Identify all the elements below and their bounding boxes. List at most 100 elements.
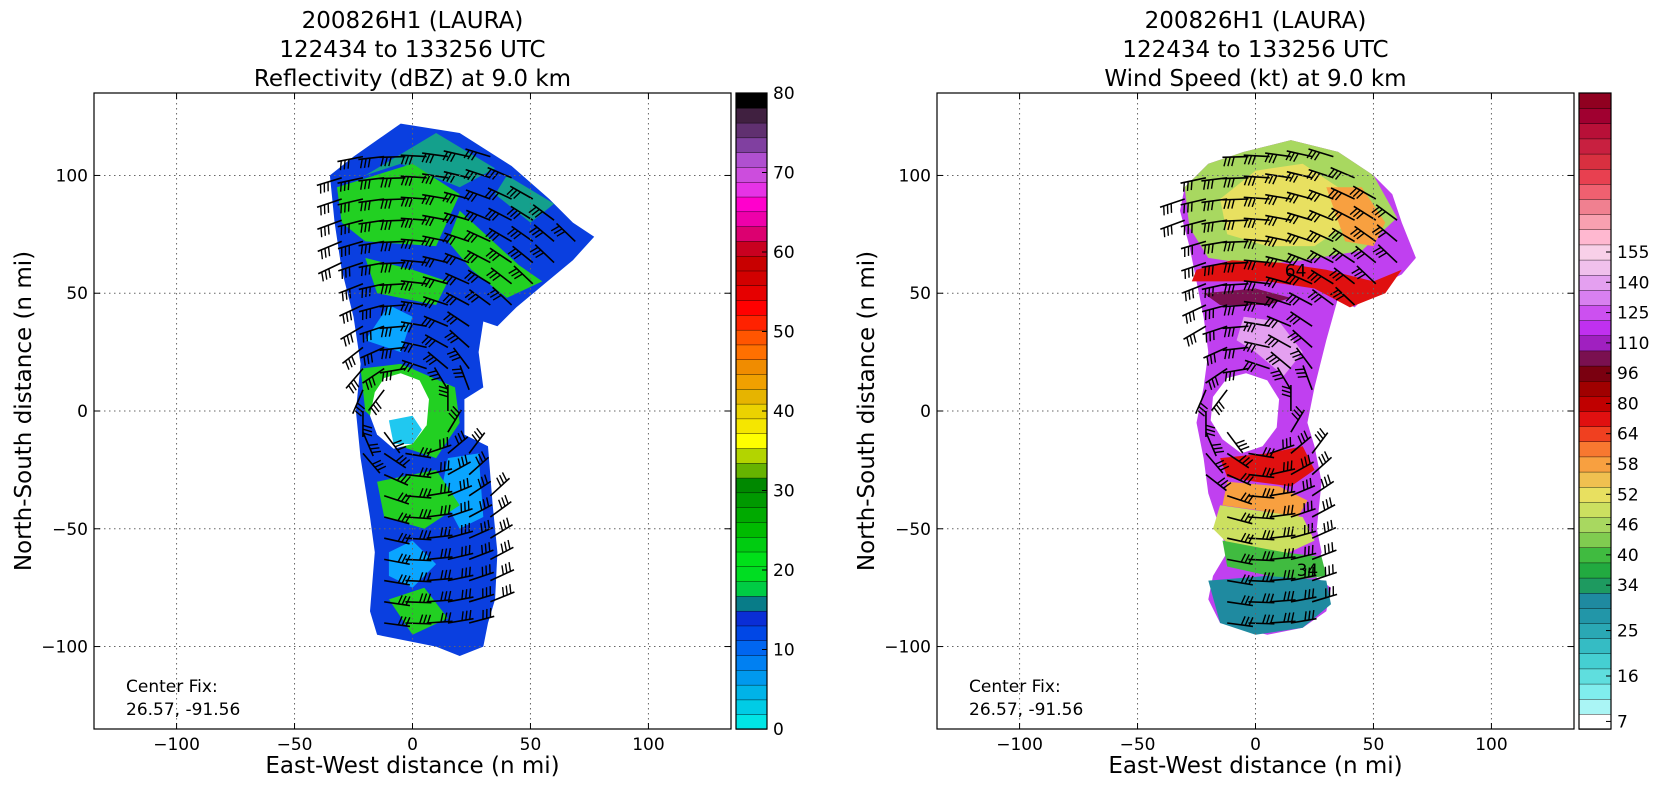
barb-staff xyxy=(367,389,385,412)
barb-flag xyxy=(479,500,483,511)
barb-flag xyxy=(404,197,410,207)
barb-flag xyxy=(1240,595,1246,605)
colorbar-swatch xyxy=(735,462,768,479)
barb-flag xyxy=(1192,310,1196,321)
barb-flag xyxy=(1306,170,1313,179)
barb-staff xyxy=(1227,537,1253,545)
barb-flag xyxy=(481,544,484,555)
colorbar-tick-label: 80 xyxy=(773,84,795,104)
field-patch xyxy=(1236,316,1303,376)
barb-flag xyxy=(1246,362,1253,371)
barb-flag xyxy=(384,241,388,252)
barb-flag xyxy=(1288,255,1296,265)
barb-flag xyxy=(447,526,451,536)
barb-flag xyxy=(380,327,385,338)
barb-staff xyxy=(444,232,470,243)
barb-staff xyxy=(444,252,470,264)
barb-flag xyxy=(1292,236,1300,245)
barb-flag xyxy=(388,327,392,337)
barb-flag xyxy=(1268,195,1274,205)
colorbar-swatch xyxy=(1578,153,1612,170)
barb-flag xyxy=(1281,393,1292,398)
barb-flag xyxy=(349,333,354,343)
barb-flag xyxy=(513,191,521,199)
barb-flag xyxy=(425,174,431,184)
barb-flag xyxy=(349,310,353,321)
barb-staff xyxy=(384,579,410,586)
barb-staff xyxy=(533,224,555,243)
barb-flag xyxy=(400,239,406,249)
barb-flag xyxy=(399,361,407,370)
barb-flag xyxy=(1282,462,1285,472)
barb-staff xyxy=(400,321,427,327)
barb-flag xyxy=(388,348,392,359)
barb-flag xyxy=(1268,153,1274,163)
barb-flag xyxy=(440,527,444,537)
barb-staff xyxy=(317,219,343,230)
barb-flag xyxy=(388,156,392,167)
barb-flag xyxy=(404,302,410,312)
colorbar-swatch xyxy=(735,521,768,538)
barb-staff xyxy=(488,207,512,221)
barb-flag xyxy=(1231,263,1235,273)
barb-flag xyxy=(1287,569,1291,580)
barb-staff xyxy=(317,240,343,253)
barb-flag xyxy=(1375,249,1385,256)
barb-flag xyxy=(1377,211,1386,218)
colorbar-swatch xyxy=(735,566,768,582)
barb-flag xyxy=(400,301,406,311)
barb-flag xyxy=(1250,363,1257,373)
colorbar-swatch xyxy=(735,551,768,568)
barb-staff xyxy=(1205,452,1224,474)
barb-staff xyxy=(1376,224,1398,243)
barb-flag xyxy=(1163,227,1166,238)
barb-flag xyxy=(1265,593,1271,603)
barb-staff xyxy=(426,577,453,582)
barb-flag xyxy=(385,371,389,381)
barb-flag xyxy=(429,175,435,185)
field-patch xyxy=(365,133,496,188)
colorbar-swatch xyxy=(735,640,768,656)
barb-flag xyxy=(368,378,373,388)
barb-flag xyxy=(463,231,471,240)
barb-flag xyxy=(467,253,475,262)
barb-flag xyxy=(1293,409,1301,418)
barb-staff xyxy=(1227,579,1253,586)
barb-flag xyxy=(1318,456,1324,466)
barb-staff xyxy=(351,389,364,415)
barb-flag xyxy=(1264,257,1270,266)
barb-flag xyxy=(492,294,502,301)
barb-flag xyxy=(1243,260,1249,270)
barb-flag xyxy=(1227,327,1231,338)
barb-staff xyxy=(1227,558,1253,566)
barb-flag xyxy=(1209,354,1213,365)
barb-flag xyxy=(485,209,493,218)
barb-flag xyxy=(1285,172,1292,182)
contour-label: 64 xyxy=(1285,262,1307,282)
barb-flag xyxy=(465,589,468,599)
barb-flag xyxy=(1203,244,1207,255)
barb-flag xyxy=(408,197,414,208)
barb-flag xyxy=(397,553,404,563)
barb-flag xyxy=(347,180,350,191)
barb-flag xyxy=(505,585,508,596)
barb-flag xyxy=(443,483,447,493)
barb-flag xyxy=(1244,533,1251,543)
barb-flag xyxy=(1203,180,1206,190)
barb-staff xyxy=(1227,601,1254,607)
colorbar-swatch xyxy=(1578,592,1612,609)
barb-flag xyxy=(532,249,542,256)
barb-flag xyxy=(510,230,519,238)
barb-flag xyxy=(1330,519,1334,530)
barb-flag xyxy=(324,248,327,258)
barb-flag xyxy=(1324,544,1327,555)
wind-barbs xyxy=(1159,148,1398,628)
barb-flag xyxy=(448,412,456,421)
barb-flag xyxy=(1223,242,1228,252)
barb-staff xyxy=(1160,219,1186,230)
barb-flag xyxy=(408,155,414,165)
barb-flag xyxy=(1231,220,1235,230)
barb-flag xyxy=(399,342,406,352)
barb-staff xyxy=(555,222,576,242)
barb-flag xyxy=(1334,192,1343,201)
